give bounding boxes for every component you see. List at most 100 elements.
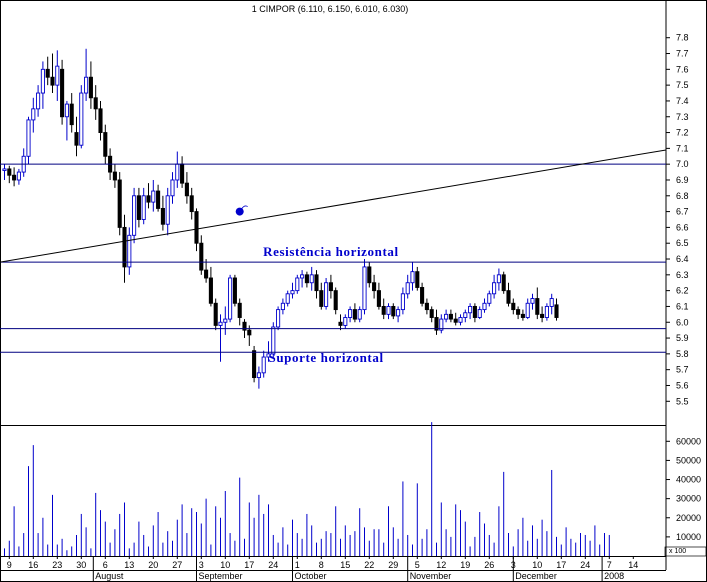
price-tick-label: 6.7 xyxy=(676,207,689,217)
candle-body xyxy=(88,76,93,99)
day-tick-label: 1 xyxy=(295,560,300,570)
candle xyxy=(530,293,535,310)
candle xyxy=(26,116,31,165)
candle xyxy=(362,259,367,315)
price-tick-label: 6.5 xyxy=(676,238,689,248)
candle-body xyxy=(348,309,353,318)
month-tick-label: September xyxy=(199,571,243,581)
candle xyxy=(103,124,108,165)
candle xyxy=(165,187,170,236)
candle xyxy=(64,100,69,141)
candle-body xyxy=(429,309,434,318)
candle-body xyxy=(16,171,21,181)
candle xyxy=(127,227,132,275)
candle xyxy=(228,274,233,323)
candle-body xyxy=(357,309,362,320)
day-tick-label: 12 xyxy=(436,560,446,570)
candle xyxy=(309,266,314,291)
candle-body xyxy=(151,190,156,203)
candle-body xyxy=(60,68,65,118)
candle xyxy=(189,187,194,220)
candle xyxy=(333,287,338,315)
candle xyxy=(232,274,237,307)
candle-body xyxy=(156,190,161,209)
candle-body xyxy=(549,298,554,307)
candle-body xyxy=(290,290,295,295)
candle-body xyxy=(218,321,223,326)
candle-body xyxy=(511,302,516,311)
month-tick-label: October xyxy=(295,571,327,581)
month-tick-label: 2008 xyxy=(604,571,624,581)
month-tick-label: December xyxy=(515,571,557,581)
volume-axis: 10000 20000 30000 40000 50000 60000 xyxy=(666,436,701,542)
candle xyxy=(468,303,473,320)
candle-body xyxy=(362,266,367,311)
candle xyxy=(434,309,439,335)
candle-body xyxy=(36,92,41,110)
candle-body xyxy=(12,174,17,181)
candle xyxy=(16,168,21,185)
candle-body xyxy=(415,271,420,288)
candle xyxy=(79,85,84,149)
price-tick-label: 6.2 xyxy=(676,286,689,296)
candle xyxy=(151,179,156,212)
candle xyxy=(324,277,329,310)
candle-body xyxy=(170,179,175,197)
candle-body xyxy=(295,277,300,292)
candle-body xyxy=(453,318,458,323)
day-tick-label: 19 xyxy=(460,560,470,570)
candle-body xyxy=(328,282,333,292)
price-tick-label: 7.5 xyxy=(676,80,689,90)
candle xyxy=(367,262,372,288)
candle-body xyxy=(84,76,89,94)
candle-body xyxy=(237,302,242,318)
candle-body xyxy=(496,274,501,284)
candle xyxy=(175,151,180,188)
candle xyxy=(410,262,415,291)
day-tick-label: 30 xyxy=(76,560,86,570)
candle-body xyxy=(535,298,540,315)
candle xyxy=(338,314,343,331)
candle xyxy=(256,366,261,389)
candle xyxy=(60,59,65,125)
candle xyxy=(84,48,89,101)
candle xyxy=(376,282,381,310)
day-tick-label: 24 xyxy=(268,560,278,570)
candle xyxy=(352,303,357,323)
day-tick-label: 17 xyxy=(556,560,566,570)
date-axis: 9162330613202731017241815222951219263101… xyxy=(7,556,638,582)
candle-body xyxy=(410,271,415,284)
candle-body xyxy=(266,353,271,358)
candle-body xyxy=(444,313,449,320)
price-tick-label: 7.6 xyxy=(676,64,689,74)
candle xyxy=(304,271,309,288)
candle-body xyxy=(324,282,329,307)
candle xyxy=(520,309,525,321)
candle-body xyxy=(554,304,559,318)
price-axis: 5.5 5.6 5.7 5.8 5.9 6.0 6.1 6.2 6.3 6.4 6.5 6.6 6.7 6… xyxy=(666,33,689,406)
volume-tick-label: 30000 xyxy=(676,494,701,504)
candle-body xyxy=(247,329,252,336)
candle xyxy=(549,293,554,315)
candle xyxy=(117,172,122,236)
candle xyxy=(300,270,305,288)
day-tick-label: 10 xyxy=(532,560,542,570)
candle xyxy=(343,314,348,329)
candle-body xyxy=(117,179,122,228)
candle xyxy=(448,309,453,323)
candle-body xyxy=(122,226,127,268)
candle xyxy=(7,165,12,184)
day-tick-label: 9 xyxy=(7,560,12,570)
candle-body xyxy=(304,274,309,284)
candle-body xyxy=(208,277,213,304)
bomb-body xyxy=(235,207,244,216)
candle-body xyxy=(280,302,285,311)
day-tick-label: 13 xyxy=(124,560,134,570)
candle xyxy=(482,298,487,313)
candle-body xyxy=(472,305,477,318)
candle xyxy=(487,290,492,307)
candle xyxy=(525,298,530,320)
candle-body xyxy=(372,282,377,292)
day-tick-label: 15 xyxy=(340,560,350,570)
